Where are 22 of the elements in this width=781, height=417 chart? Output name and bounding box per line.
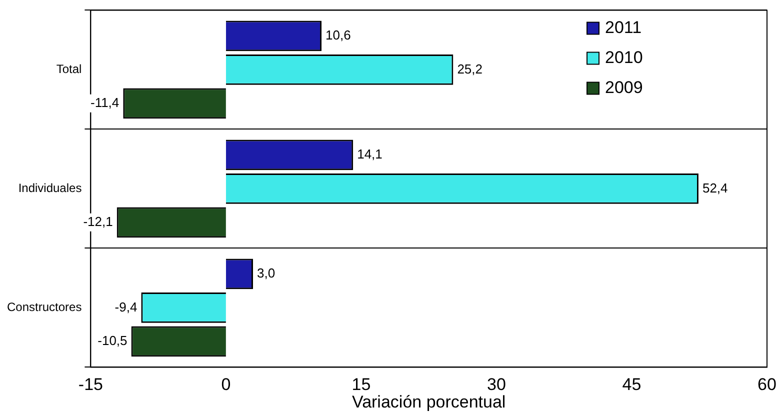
data-label: -9,4 bbox=[114, 299, 138, 314]
data-label: 25,2 bbox=[457, 61, 483, 76]
data-label: -11,4 bbox=[90, 94, 120, 110]
data-label: 14,1 bbox=[357, 146, 382, 162]
data-label: 3,0 bbox=[257, 266, 276, 281]
x-tick-label: 15 bbox=[352, 375, 371, 394]
y-tick-label: Total bbox=[56, 62, 82, 76]
legend-label: 2011 bbox=[605, 18, 642, 37]
data-label: -10,5 bbox=[98, 332, 128, 348]
x-tick-label: 0 bbox=[221, 375, 231, 394]
y-tick-label: Constructores bbox=[6, 300, 82, 314]
data-label: 10,6 bbox=[326, 28, 351, 43]
data-label: 52,4 bbox=[702, 180, 728, 196]
legend-label: 2010 bbox=[605, 48, 643, 67]
x-tick-label: 30 bbox=[487, 375, 506, 394]
x-tick-label: -15 bbox=[78, 375, 103, 394]
y-tick-label: Individuales bbox=[18, 181, 82, 196]
legend-label: 2009 bbox=[605, 78, 643, 97]
x-tick-label: 60 bbox=[758, 375, 776, 394]
x-tick-label: 45 bbox=[622, 375, 642, 394]
x-axis-title: Variación porcentual bbox=[352, 392, 506, 412]
data-label: -12,1 bbox=[83, 214, 113, 229]
